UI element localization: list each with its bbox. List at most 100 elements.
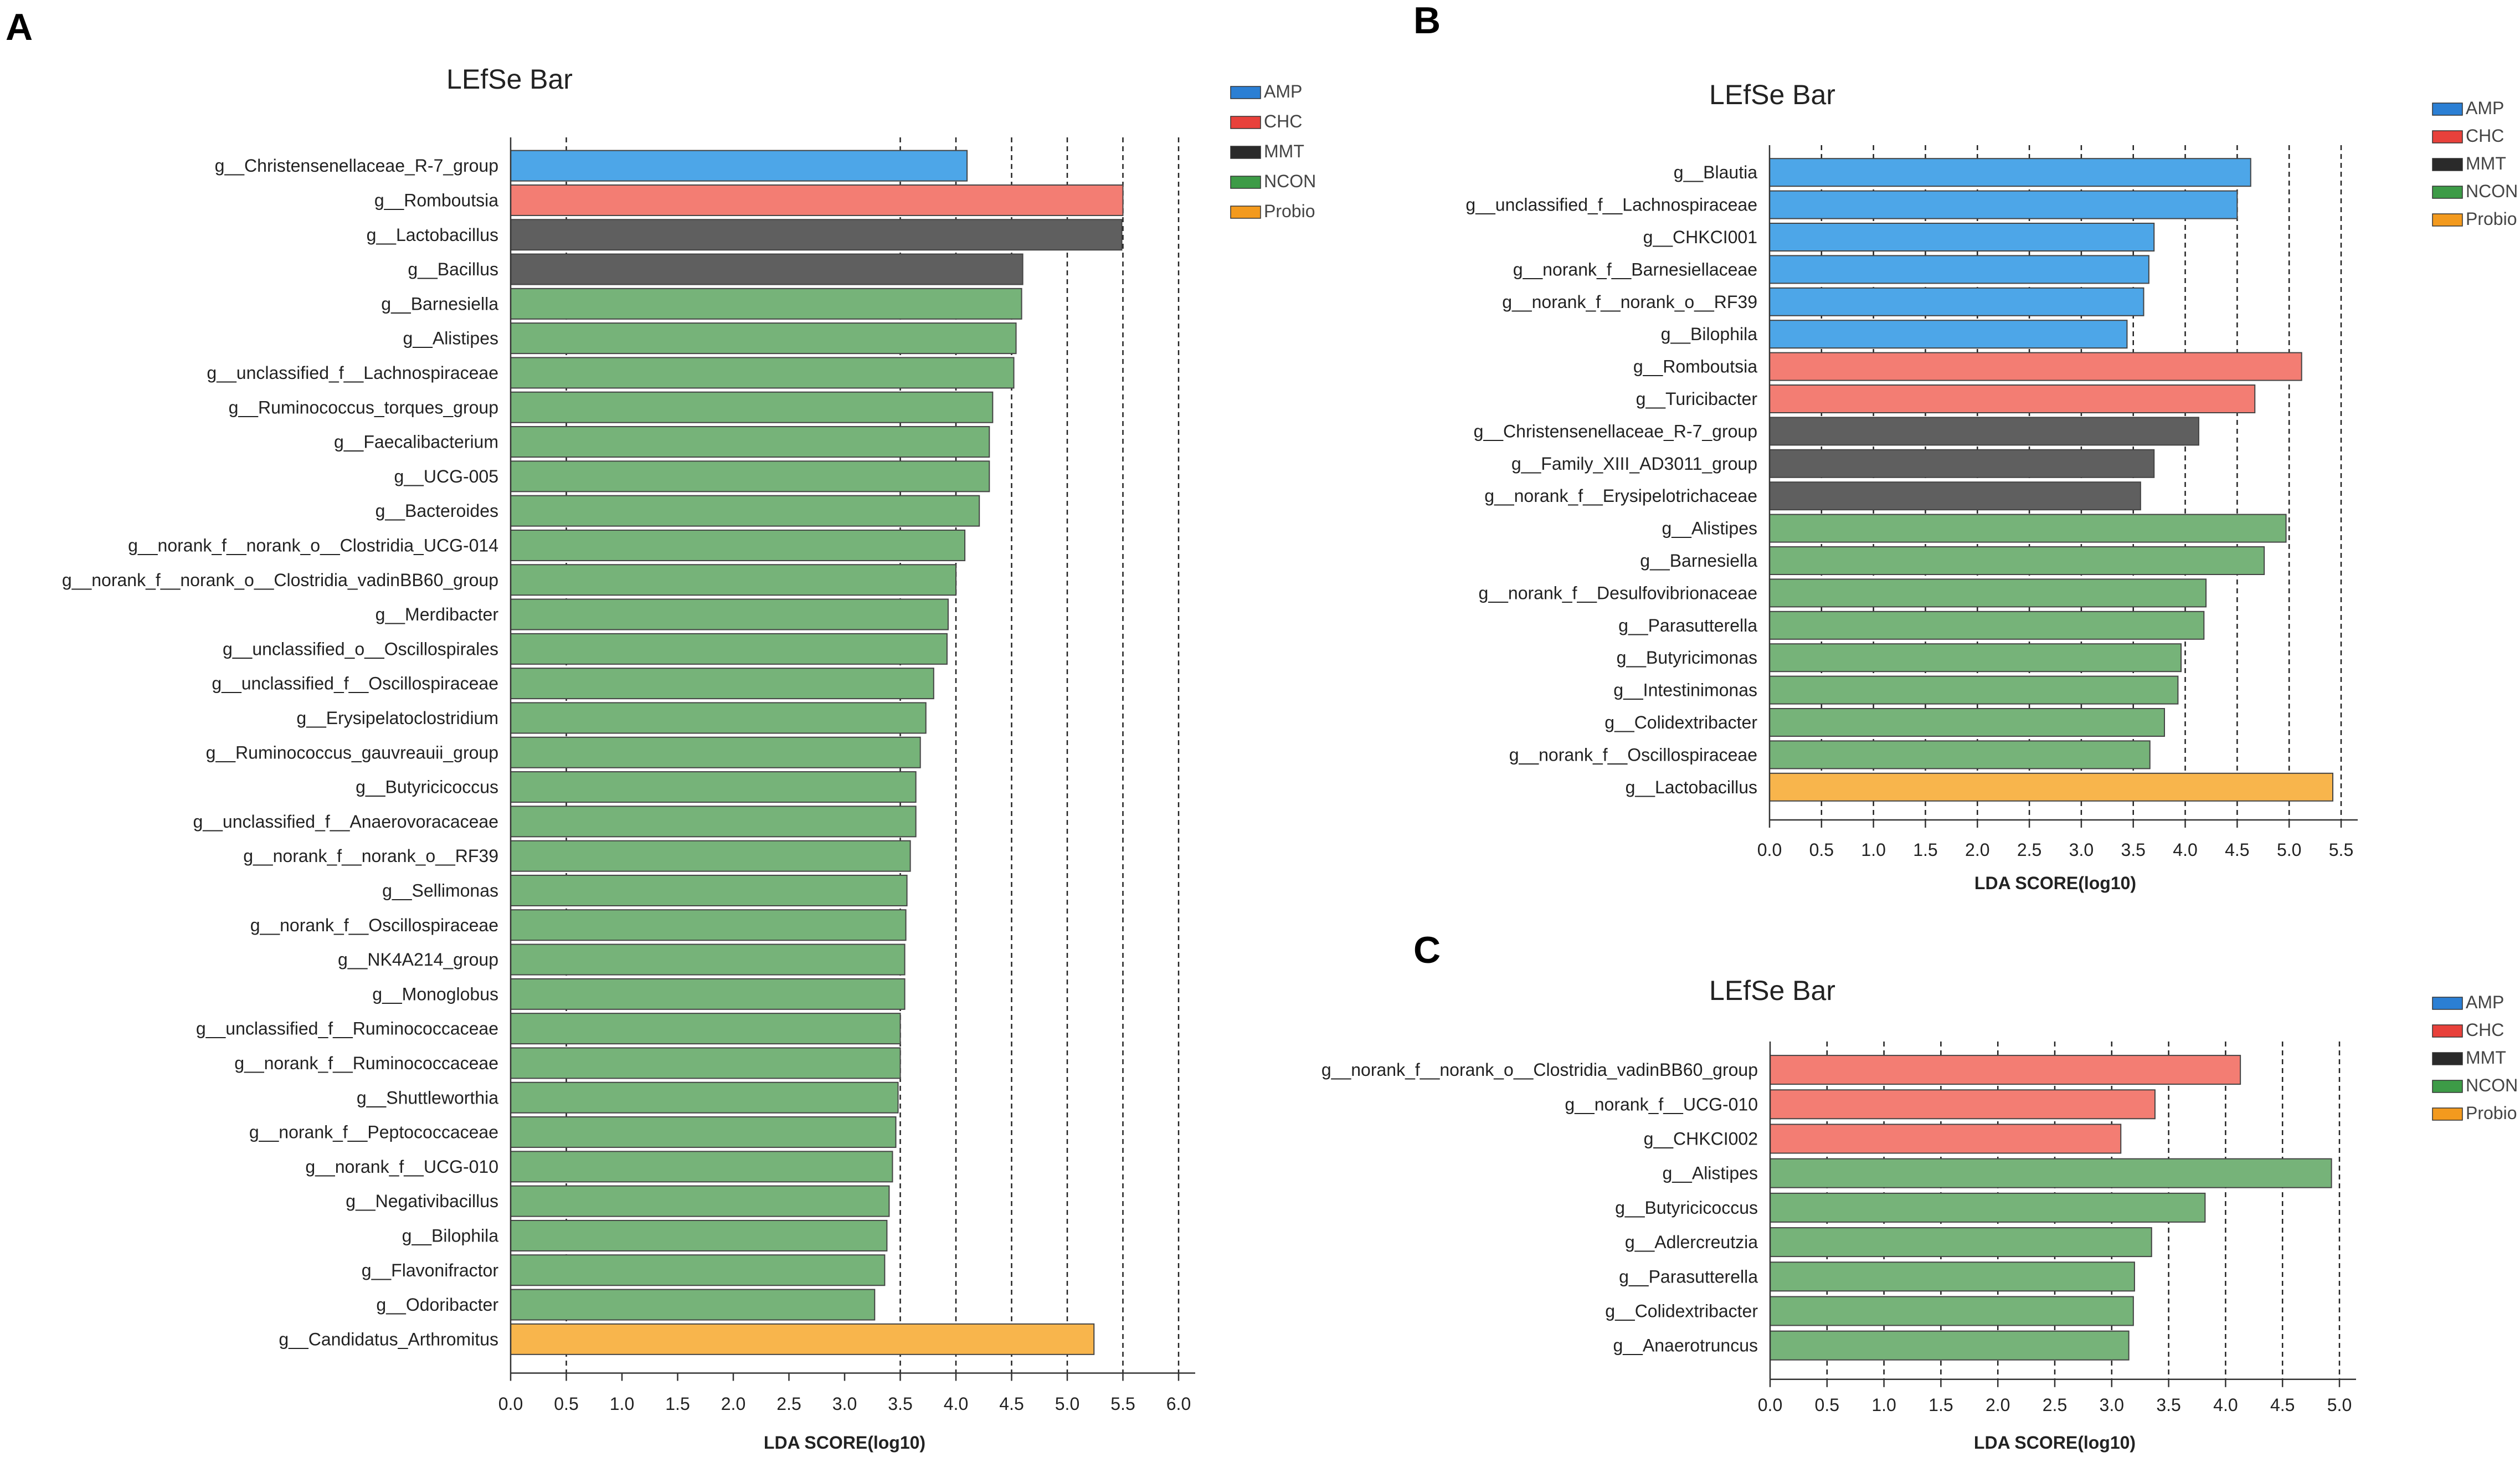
bar-ncon [510,668,934,700]
bar-amp [1769,158,2251,187]
legend-swatch-mmt [1230,146,1261,159]
category-label: g__Parasutterella [1619,1266,1758,1286]
category-label: g__Butyricicoccus [356,777,498,797]
legend-label-mmt: MMT [1264,141,1304,161]
panel-letter: A [6,6,33,48]
x-tick-label: 3.0 [2069,840,2094,860]
bar-mmt [1769,481,2141,511]
category-label: g__norank_f__UCG-010 [1565,1094,1758,1114]
panel-c: C LEfSe Bar AMP CHC MMT NCON Probio g__norank_f… [1321,929,2518,1453]
bar-ncon [1770,1192,2206,1223]
legend-swatch-probio [2432,1107,2463,1121]
panel-letter: B [1413,0,1441,42]
bar-ncon [510,426,990,458]
bar-mmt [1769,417,2199,446]
legend-label-chc: CHC [2466,1020,2504,1040]
bar-ncon [510,874,908,906]
category-label: g__Monoglobus [372,984,498,1004]
category-label: g__UCG-005 [394,466,498,486]
category-label: g__Romboutsia [374,190,498,210]
bar-ncon [510,1185,890,1217]
category-label: g__unclassified_f__Anaerovoracaceae [193,812,499,832]
bar-amp [1769,287,2144,316]
x-tick-label: 3.0 [2100,1395,2124,1415]
category-label: g__norank_f__Oscillospiraceae [1509,745,1757,765]
category-label: g__Merdibacter [376,604,499,624]
category-label: g__Barnesiella [1640,551,1757,571]
bar-chc [1770,1124,2122,1154]
bar-ncon [510,840,911,872]
category-label: g__CHKCI002 [1644,1129,1758,1149]
legend-swatch-amp [1230,86,1261,99]
category-label: g__Lactobacillus [367,225,498,245]
x-tick-label: 3.5 [2121,840,2145,860]
legend-label-probio: Probio [2466,209,2517,229]
legend-label-amp: AMP [2466,98,2504,118]
bar-ncon [510,633,948,665]
bar-ncon [1769,740,2151,770]
category-label: g__norank_f__norank_o__RF39 [1502,292,1757,312]
x-axis-title: LDA SCORE(log10) [1974,873,2136,893]
x-tick-label: 0.0 [498,1394,523,1414]
legend-label-probio: Probio [1264,201,1315,221]
category-label: g__Christensenellaceae_R-7_group [1474,421,1757,441]
bar-ncon [510,1013,901,1045]
legend-swatch-probio [2432,213,2463,227]
x-axis-title: LDA SCORE(log10) [1974,1433,2136,1453]
category-label: g__norank_f__norank_o__Clostridia_vadinB… [1321,1060,1758,1080]
category-label: g__norank_f__Oscillospiraceae [250,915,498,935]
bar-ncon [510,357,1015,389]
panel-letter: C [1413,929,1441,971]
bar-ncon [1770,1158,2332,1188]
bar-ncon [1770,1296,2134,1326]
category-label: g__Odoribacter [376,1295,498,1315]
bar-ncon [510,1219,888,1251]
category-label: g__Colidextribacter [1605,1301,1758,1321]
bar-chc [1770,1089,2156,1120]
x-tick-label: 3.0 [832,1394,857,1414]
x-tick-label: 2.0 [1986,1395,2010,1415]
category-label: g__Anaerotruncus [1613,1336,1758,1356]
bar-ncon [510,288,1022,320]
category-label: g__Colidextribacter [1604,712,1757,732]
category-label: g__Romboutsia [1633,357,1757,377]
x-tick-label: 5.0 [2277,840,2301,860]
bar-amp [1769,223,2155,252]
category-label: g__norank_f__UCG-010 [305,1157,498,1177]
x-tick-label: 3.5 [888,1394,912,1414]
x-tick-label: 0.5 [1809,840,1834,860]
x-tick-label: 4.5 [2270,1395,2295,1415]
bar-ncon [1769,643,2182,673]
x-tick-label: 4.0 [2173,840,2197,860]
category-label: g__norank_f__norank_o__Clostridia_UCG-01… [128,535,498,555]
category-label: g__Lactobacillus [1626,777,1757,797]
bar-ncon [1769,546,2265,575]
category-label: g__Faecalibacterium [334,432,498,452]
bar-ncon [510,909,907,941]
category-label: g__norank_f__Desulfovibrionaceae [1479,583,1757,603]
x-tick-label: 5.5 [2329,840,2353,860]
legend-label-amp: AMP [2466,992,2504,1012]
x-tick-label: 5.0 [1055,1394,1079,1414]
category-label: g__Ruminococcus_gauvreauii_group [206,742,498,762]
category-label: g__Bacillus [408,259,498,279]
x-tick-label: 1.0 [610,1394,634,1414]
category-label: g__Alistipes [1662,1163,1758,1183]
chart-title: LEfSe Bar [446,64,573,95]
x-tick-label: 5.5 [1110,1394,1135,1414]
bar-probio [1769,772,2333,802]
legend-swatch-mmt [2432,1052,2463,1065]
bar-ncon [510,702,927,734]
category-label: g__norank_f__Erysipelotrichaceae [1484,486,1757,506]
x-tick-label: 1.5 [665,1394,690,1414]
bar-ncon [510,736,921,768]
category-label: g__norank_f__Peptococcaceae [249,1122,498,1142]
legend-label-chc: CHC [2466,126,2504,146]
bar-amp [1769,190,2238,219]
bar-chc [1769,352,2302,381]
category-label: g__norank_f__norank_o__RF39 [243,846,498,866]
x-tick-label: 2.0 [1965,840,1989,860]
legend-swatch-ncon [2432,1080,2463,1093]
category-label: g__Candidatus_Arthromitus [279,1329,498,1349]
